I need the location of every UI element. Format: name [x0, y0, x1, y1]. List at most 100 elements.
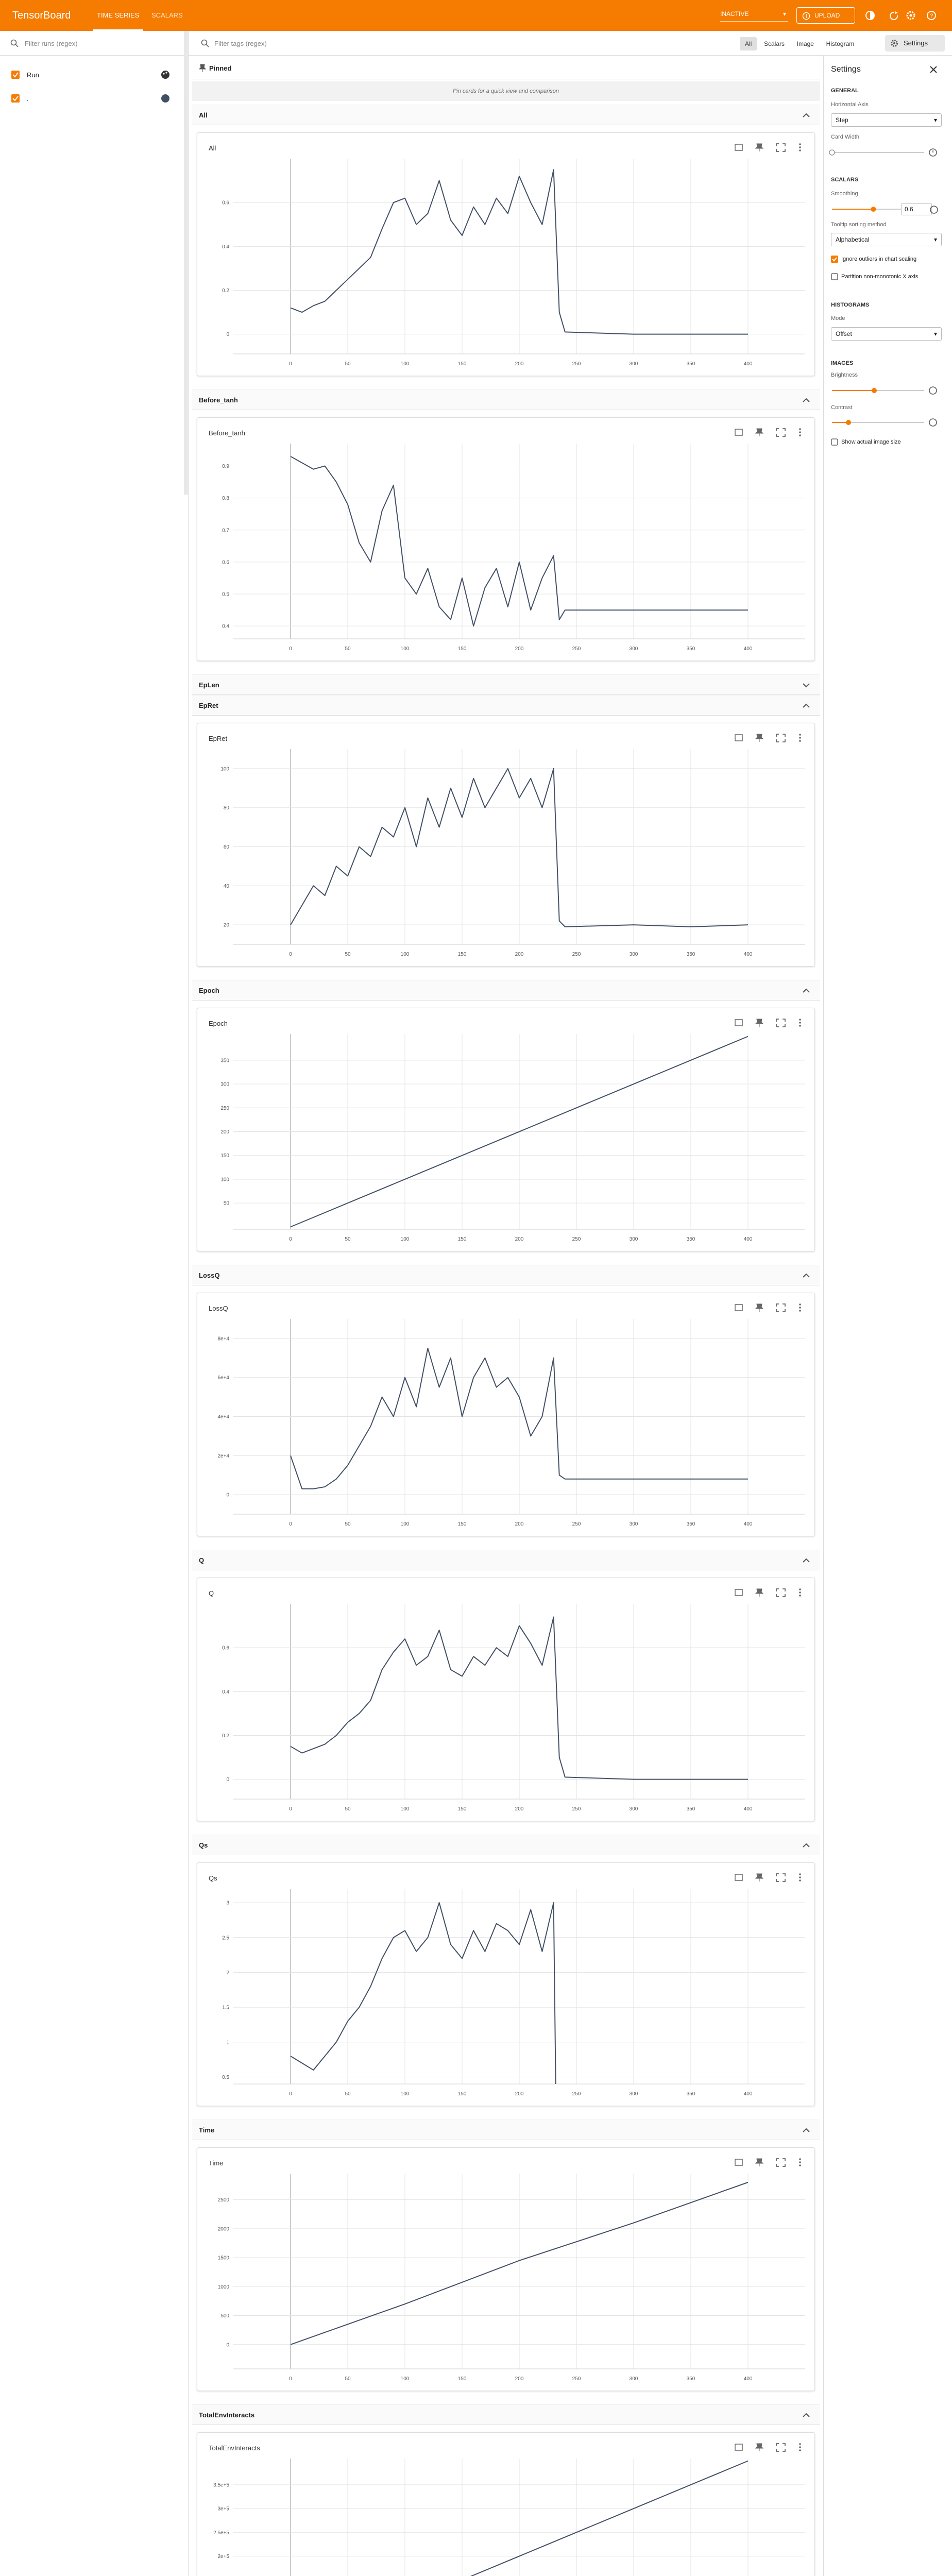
pin-icon[interactable] — [755, 1019, 764, 1027]
chevron-icon[interactable] — [803, 988, 810, 993]
run-checkbox[interactable] — [11, 71, 20, 79]
menu-dot[interactable] — [799, 740, 801, 742]
chevron-icon[interactable] — [803, 1273, 810, 1278]
pin-icon[interactable] — [755, 428, 764, 436]
run-filter[interactable]: Filter runs (regex) — [0, 31, 188, 56]
toggle-icon[interactable] — [735, 1019, 743, 1026]
menu-dot[interactable] — [799, 2446, 801, 2448]
menu-dot[interactable] — [799, 1307, 801, 1309]
chevron-icon[interactable] — [803, 1558, 810, 1563]
slider-knob[interactable] — [871, 207, 876, 212]
plugin-select[interactable]: INACTIVE ▾ — [720, 10, 788, 22]
menu-dot[interactable] — [799, 431, 801, 433]
tooltip-select[interactable]: Alphabetical ▾ — [831, 233, 942, 246]
menu-dot[interactable] — [799, 1876, 801, 1878]
section-header[interactable]: Qs — [192, 1835, 820, 1855]
menu-dot[interactable] — [799, 2158, 801, 2160]
chevron-icon[interactable] — [803, 113, 810, 118]
smoothing-input[interactable]: 0.6 — [901, 203, 932, 215]
menu-dot[interactable] — [799, 2161, 801, 2163]
section-header[interactable]: Q — [192, 1550, 820, 1570]
fullscreen-icon[interactable] — [776, 1019, 786, 1027]
toggle-icon[interactable] — [735, 1304, 743, 1311]
toggle-icon[interactable] — [735, 734, 743, 741]
section-header[interactable]: EpRet — [192, 695, 820, 716]
run-row[interactable]: . — [11, 91, 186, 106]
menu-dot[interactable] — [799, 1591, 801, 1594]
settings-icon[interactable] — [906, 11, 915, 20]
menu-dot[interactable] — [799, 1588, 801, 1590]
upload-button[interactable]: UPLOAD — [796, 7, 855, 24]
pin-icon[interactable] — [755, 1873, 764, 1882]
menu-dot[interactable] — [799, 2443, 801, 2445]
filter-button[interactable]: Image — [796, 40, 814, 47]
pin-icon[interactable] — [755, 1303, 764, 1312]
toggle-icon[interactable] — [735, 1874, 743, 1881]
filter-button[interactable]: Scalars — [763, 40, 785, 47]
fullscreen-icon[interactable] — [776, 2158, 786, 2167]
run-color[interactable] — [161, 70, 170, 79]
tag-filter-placeholder[interactable]: Filter tags (regex) — [214, 40, 267, 47]
menu-dot[interactable] — [799, 1310, 801, 1312]
menu-dot[interactable] — [799, 2449, 801, 2451]
section-header[interactable]: All — [192, 105, 820, 125]
pin-icon[interactable] — [755, 734, 764, 742]
menu-dot[interactable] — [799, 146, 801, 148]
close-icon[interactable] — [930, 66, 937, 73]
fullscreen-icon[interactable] — [776, 1588, 786, 1597]
settings-button[interactable]: Settings — [885, 35, 945, 52]
menu-dot[interactable] — [799, 1022, 801, 1024]
menu-dot[interactable] — [799, 1019, 801, 1021]
menu-dot[interactable] — [799, 1025, 801, 1027]
fullscreen-icon[interactable] — [776, 143, 786, 152]
brightness-slider[interactable] — [829, 384, 947, 397]
fullscreen-icon[interactable] — [776, 1303, 786, 1312]
pin-icon[interactable] — [755, 2158, 764, 2166]
pin-icon[interactable] — [755, 143, 764, 151]
section-header[interactable]: LossQ — [192, 1265, 820, 1285]
filter-button[interactable]: All — [740, 37, 757, 50]
chevron-icon[interactable] — [803, 703, 810, 708]
menu-dot[interactable] — [799, 734, 801, 736]
run-row[interactable]: Run — [11, 67, 186, 82]
filter-button[interactable]: Histogram — [826, 40, 855, 47]
menu-dot[interactable] — [799, 2164, 801, 2166]
fullscreen-icon[interactable] — [776, 734, 786, 742]
chevron-icon[interactable] — [803, 2413, 810, 2418]
section-header[interactable]: EpLen — [192, 674, 820, 695]
fullscreen-icon[interactable] — [776, 428, 786, 437]
reload-icon[interactable] — [890, 11, 898, 20]
menu-dot[interactable] — [799, 1303, 801, 1306]
menu-dot[interactable] — [799, 434, 801, 436]
card-width-slider[interactable] — [829, 146, 947, 159]
horizontal-axis-select[interactable]: Step ▾ — [831, 113, 942, 127]
menu-dot[interactable] — [799, 1879, 801, 1882]
checkbox[interactable] — [831, 256, 838, 263]
pin-icon[interactable] — [755, 1588, 764, 1597]
chevron-icon[interactable] — [803, 2128, 810, 2133]
toggle-icon[interactable] — [735, 429, 743, 436]
tab[interactable]: SCALARS — [151, 11, 183, 19]
tab[interactable]: TIME SERIES — [93, 0, 144, 31]
toggle-icon[interactable] — [735, 1589, 743, 1596]
menu-dot[interactable] — [799, 428, 801, 430]
scrollbar[interactable] — [184, 31, 188, 495]
section-header[interactable]: Epoch — [192, 980, 820, 1001]
menu-dot[interactable] — [799, 1595, 801, 1597]
chevron-icon[interactable] — [803, 398, 810, 403]
fullscreen-icon[interactable] — [776, 2443, 786, 2452]
reset-icon[interactable] — [929, 205, 939, 214]
chevron-icon[interactable] — [803, 683, 810, 688]
toggle-icon[interactable] — [735, 144, 743, 151]
menu-dot[interactable] — [799, 1873, 801, 1875]
fullscreen-icon[interactable] — [776, 1873, 786, 1882]
checkbox[interactable] — [831, 273, 838, 280]
toggle-icon[interactable] — [735, 2444, 743, 2451]
run-checkbox[interactable] — [11, 94, 20, 103]
pin-icon[interactable] — [755, 2443, 764, 2451]
section-header[interactable]: Before_tanh — [192, 389, 820, 410]
checkbox[interactable] — [831, 438, 838, 446]
menu-dot[interactable] — [799, 143, 801, 145]
smoothing-slider[interactable] — [829, 203, 906, 215]
menu-dot[interactable] — [799, 149, 801, 151]
